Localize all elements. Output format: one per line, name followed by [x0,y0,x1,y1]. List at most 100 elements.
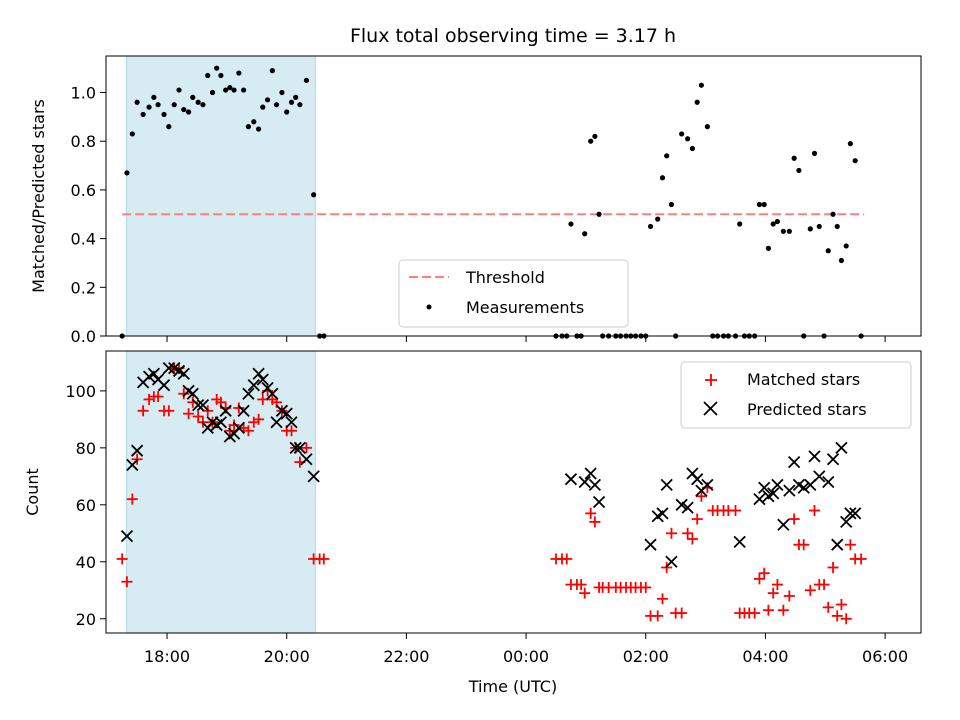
predicted-star-point [831,538,844,551]
matched-star-point [163,405,175,417]
predicted-star-point [130,444,144,457]
measurement-point [214,65,220,71]
predicted-star-point [849,507,862,520]
matched-star-point [840,613,852,625]
predicted-star-point [592,495,606,509]
matched-star-point [585,507,597,519]
matched-star-point [116,553,128,565]
measurement-point [689,145,696,152]
predicted-star-point [767,487,780,500]
matched-star-point [676,607,688,619]
matched-star-point [656,593,668,605]
y-tick-label: 100 [65,382,96,401]
matched-star-point [121,576,133,588]
measurement-point [297,102,303,108]
matched-star-point [575,579,587,591]
ratio-legend: Threshold Measurements [398,259,629,328]
matched-star-point [233,402,245,414]
predicted-star-point [822,475,835,489]
measurement-point [245,124,252,130]
predicted-star-point [777,518,790,531]
legend-predicted-swatch [703,401,718,416]
measurement-point [166,124,172,130]
measurement-point [155,102,161,108]
matched-star-point [844,539,856,551]
predicted-star-point [270,416,283,429]
matched-star-point [224,425,236,437]
matched-star-point [152,391,164,403]
measurement-point [774,218,780,225]
x-tick-label: 02:00 [623,647,669,666]
matched-star-point [682,527,694,539]
predicted-star-point [162,361,175,375]
measurement-point [209,89,216,96]
predicted-star-point [584,467,597,480]
matched-star-point [137,405,149,417]
measurement-point [761,201,767,208]
count-series [116,361,867,625]
predicted-star-point [120,530,134,543]
count-axes-frame [105,350,922,634]
measurement-point [223,87,229,93]
predicted-star-point [844,507,857,520]
measurement-point [124,170,130,176]
measurement-point [582,231,588,237]
predicted-star-point [266,387,279,400]
matched-star-point [730,505,742,517]
measurement-point [260,104,266,110]
predicted-star-point [214,416,228,429]
chart-title: Flux total observing time = 3.17 h [350,25,676,47]
measurement-point [698,82,704,88]
predicted-star-point [733,535,746,548]
measurement-point [134,99,140,105]
measurement-point [655,216,661,222]
measurement-point [311,192,317,198]
predicted-star-point [196,398,210,412]
predicted-star-point [232,421,245,435]
matched-star-point [783,590,795,602]
x-tick-label: 04:00 [742,647,788,666]
measurement-point [140,111,146,118]
measurement-point [807,226,813,232]
legend-predicted-label: Predicted stars [747,400,867,419]
predicted-star-point [252,367,265,380]
y-tick-label: 0.0 [71,327,96,346]
matched-star-point [804,584,816,596]
matched-star-point [285,425,297,437]
matched-star-point [228,419,240,431]
predicted-star-point [247,379,260,392]
predicted-star-point [656,507,669,520]
predicted-star-point [126,458,139,472]
predicted-star-point [788,455,801,469]
predicted-star-point [186,387,199,400]
predicted-star-point [835,441,848,454]
measurement-point [704,124,710,130]
predicted-star-point [701,478,714,492]
count-legend: Matched stars Predicted stars [680,361,912,429]
measurement-point [231,87,237,93]
legend-matched-label: Matched stars [747,370,860,389]
matched-star-point [835,599,847,611]
predicted-star-point [147,367,161,380]
ratio-y-ticks: 0.0 0.2 0.4 0.6 0.8 1.0 [71,84,106,346]
matched-star-point [753,573,765,585]
predicted-star-point [758,481,771,494]
predicted-star-point [256,373,269,386]
measurement-point [161,111,167,118]
matched-star-point [178,388,190,400]
matched-star-point [758,567,770,579]
matched-star-point [788,513,800,525]
predicted-star-point [192,398,205,412]
ratio-legend-box [398,259,629,328]
matched-star-point [242,425,254,437]
predicted-star-point [813,470,826,483]
measurement-point [255,126,262,132]
measurement-point [838,257,845,264]
measurement-point [596,211,602,217]
measurement-point [269,68,275,74]
measurement-point [200,102,206,108]
predicted-star-point [157,379,171,392]
measurement-point [568,221,574,227]
predicted-star-point [660,478,673,492]
measurement-point [780,228,786,234]
